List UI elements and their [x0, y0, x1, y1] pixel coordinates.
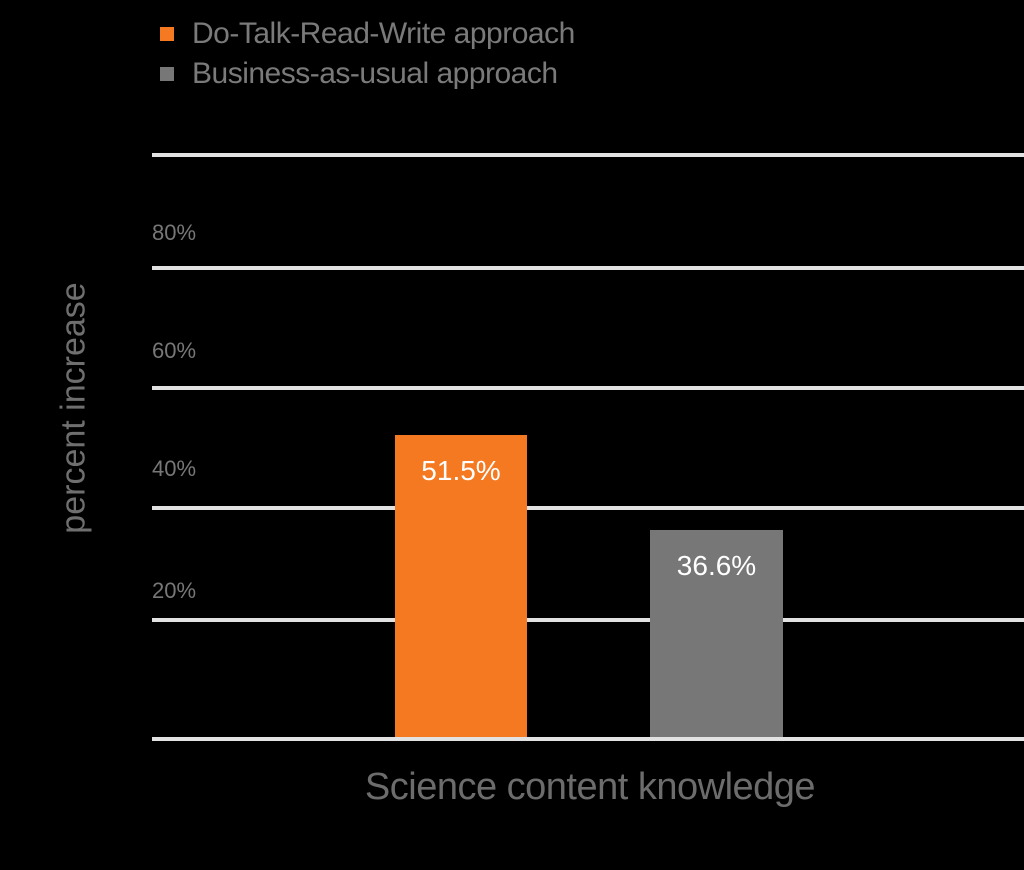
gridline-60 — [152, 386, 1024, 390]
x-axis-label: Science content knowledge — [364, 766, 816, 808]
chart-legend: Do-Talk-Read-Write approach Business-as-… — [160, 14, 575, 94]
x-axis-baseline — [152, 737, 1024, 741]
legend-item-bau: Business-as-usual approach — [160, 54, 575, 94]
y-tick-80: 80% — [152, 220, 197, 245]
bar-do-talk-read-write: 51.5% — [395, 435, 527, 740]
gridline-80 — [152, 266, 1024, 270]
gridline-20 — [152, 618, 1024, 622]
gridline-100 — [152, 153, 1024, 157]
legend-label: Do-Talk-Read-Write approach — [192, 17, 575, 50]
y-axis-label: percent increase — [54, 282, 93, 534]
y-tick-60: 60% — [152, 338, 197, 363]
bar-business-as-usual: 36.6% — [650, 530, 783, 740]
legend-item-dtrw: Do-Talk-Read-Write approach — [160, 14, 575, 54]
y-tick-20: 20% — [152, 578, 197, 603]
legend-swatch-gray — [160, 67, 174, 81]
bar-value-label: 51.5% — [421, 455, 501, 486]
bar-value-label: 36.6% — [676, 550, 757, 581]
legend-label: Business-as-usual approach — [192, 57, 558, 90]
legend-swatch-orange — [160, 27, 174, 41]
y-tick-40: 40% — [152, 456, 197, 481]
gridline-40 — [152, 506, 1024, 510]
